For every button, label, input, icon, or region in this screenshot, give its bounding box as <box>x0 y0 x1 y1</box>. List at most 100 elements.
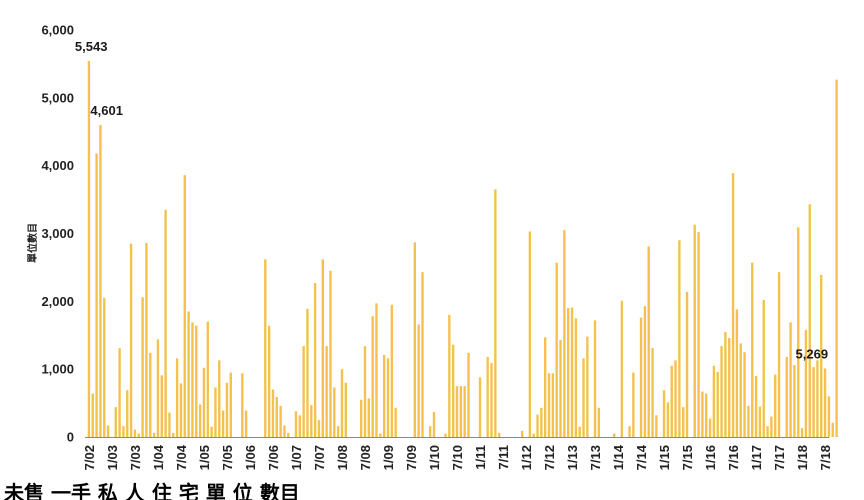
bar <box>678 240 681 437</box>
bar <box>808 204 811 437</box>
bar <box>103 297 106 437</box>
bar <box>820 274 823 437</box>
x-tick-label: 7/02 <box>82 445 97 470</box>
bar <box>244 410 248 437</box>
bar <box>463 386 466 438</box>
bar <box>210 426 213 437</box>
bar <box>386 358 390 437</box>
bar <box>789 322 792 437</box>
y-tick-label: 4,000 <box>41 158 74 173</box>
bar <box>344 382 347 437</box>
data-labels: 5,543 4,601 5,269 <box>75 39 828 361</box>
bar <box>455 386 459 438</box>
bar <box>195 325 198 437</box>
bar <box>333 387 336 437</box>
x-tick-label: 1/06 <box>243 445 258 470</box>
bar <box>532 433 535 437</box>
bar <box>544 337 547 437</box>
data-label: 5,543 <box>75 39 108 54</box>
bar <box>835 79 838 437</box>
bar <box>187 311 190 437</box>
x-tick-label: 7/03 <box>128 445 143 470</box>
bar <box>264 259 267 437</box>
data-label: 4,601 <box>90 103 123 118</box>
bar <box>129 243 133 437</box>
x-tick-label: 1/17 <box>749 445 764 470</box>
bar <box>823 368 827 437</box>
bar <box>486 356 489 437</box>
bar <box>214 387 217 437</box>
bar <box>720 346 723 437</box>
bar <box>325 346 328 437</box>
x-tick-label: 7/17 <box>772 445 787 470</box>
bar <box>613 433 616 437</box>
x-tick-label: 1/12 <box>519 445 534 470</box>
x-tick-label: 1/11 <box>473 445 488 470</box>
bar <box>294 411 298 437</box>
bar <box>160 375 163 437</box>
bar <box>639 317 643 437</box>
bar <box>582 358 585 437</box>
bar <box>770 416 773 437</box>
bar <box>114 407 117 437</box>
bar <box>241 373 244 437</box>
bar <box>551 373 555 437</box>
bar <box>747 405 750 437</box>
bar <box>417 324 420 437</box>
bar <box>758 406 762 437</box>
bar <box>774 374 777 437</box>
chart-caption: 未售 一手 私 人 住 宅 單 位 數目 <box>4 481 300 500</box>
bar <box>275 396 278 437</box>
bar <box>777 272 781 437</box>
bar <box>800 428 804 437</box>
bar <box>267 325 271 437</box>
bar <box>279 405 282 437</box>
bar <box>831 422 834 437</box>
bar <box>766 426 769 437</box>
bar <box>578 426 581 437</box>
bar <box>317 420 321 437</box>
bar <box>563 230 566 437</box>
bar <box>118 348 121 437</box>
y-tick-label: 0 <box>67 430 74 445</box>
x-tick-label: 1/18 <box>795 445 810 470</box>
bar <box>340 369 344 437</box>
bar <box>145 243 148 437</box>
bar <box>179 383 183 437</box>
bar <box>735 309 739 437</box>
bar <box>812 367 815 437</box>
bar <box>570 307 574 437</box>
bar <box>313 283 317 437</box>
x-tick-label: 1/10 <box>427 445 442 470</box>
bar <box>528 231 532 437</box>
bar <box>682 407 685 437</box>
bar <box>793 365 796 437</box>
bar <box>762 299 765 437</box>
bar <box>191 322 194 437</box>
bar <box>198 404 202 437</box>
bar <box>218 360 221 437</box>
bar <box>597 407 601 437</box>
y-tick-label: 1,000 <box>41 362 74 377</box>
bar <box>225 382 229 437</box>
x-tick-label: 7/18 <box>818 445 833 470</box>
x-tick-label: 1/03 <box>105 445 120 470</box>
bar <box>413 242 417 437</box>
bar <box>152 432 156 437</box>
bar <box>444 433 447 437</box>
x-tick-label: 7/15 <box>680 445 695 470</box>
bar <box>785 356 788 437</box>
bar <box>693 224 696 437</box>
bar <box>567 308 570 437</box>
bar <box>359 399 363 437</box>
bar <box>87 61 91 437</box>
bar <box>724 331 727 437</box>
bar <box>321 259 324 437</box>
bar <box>497 432 501 437</box>
bar <box>421 272 424 437</box>
bar <box>298 415 301 437</box>
bar <box>540 407 543 437</box>
bar <box>432 411 436 437</box>
x-tick-label: 7/16 <box>726 445 741 470</box>
